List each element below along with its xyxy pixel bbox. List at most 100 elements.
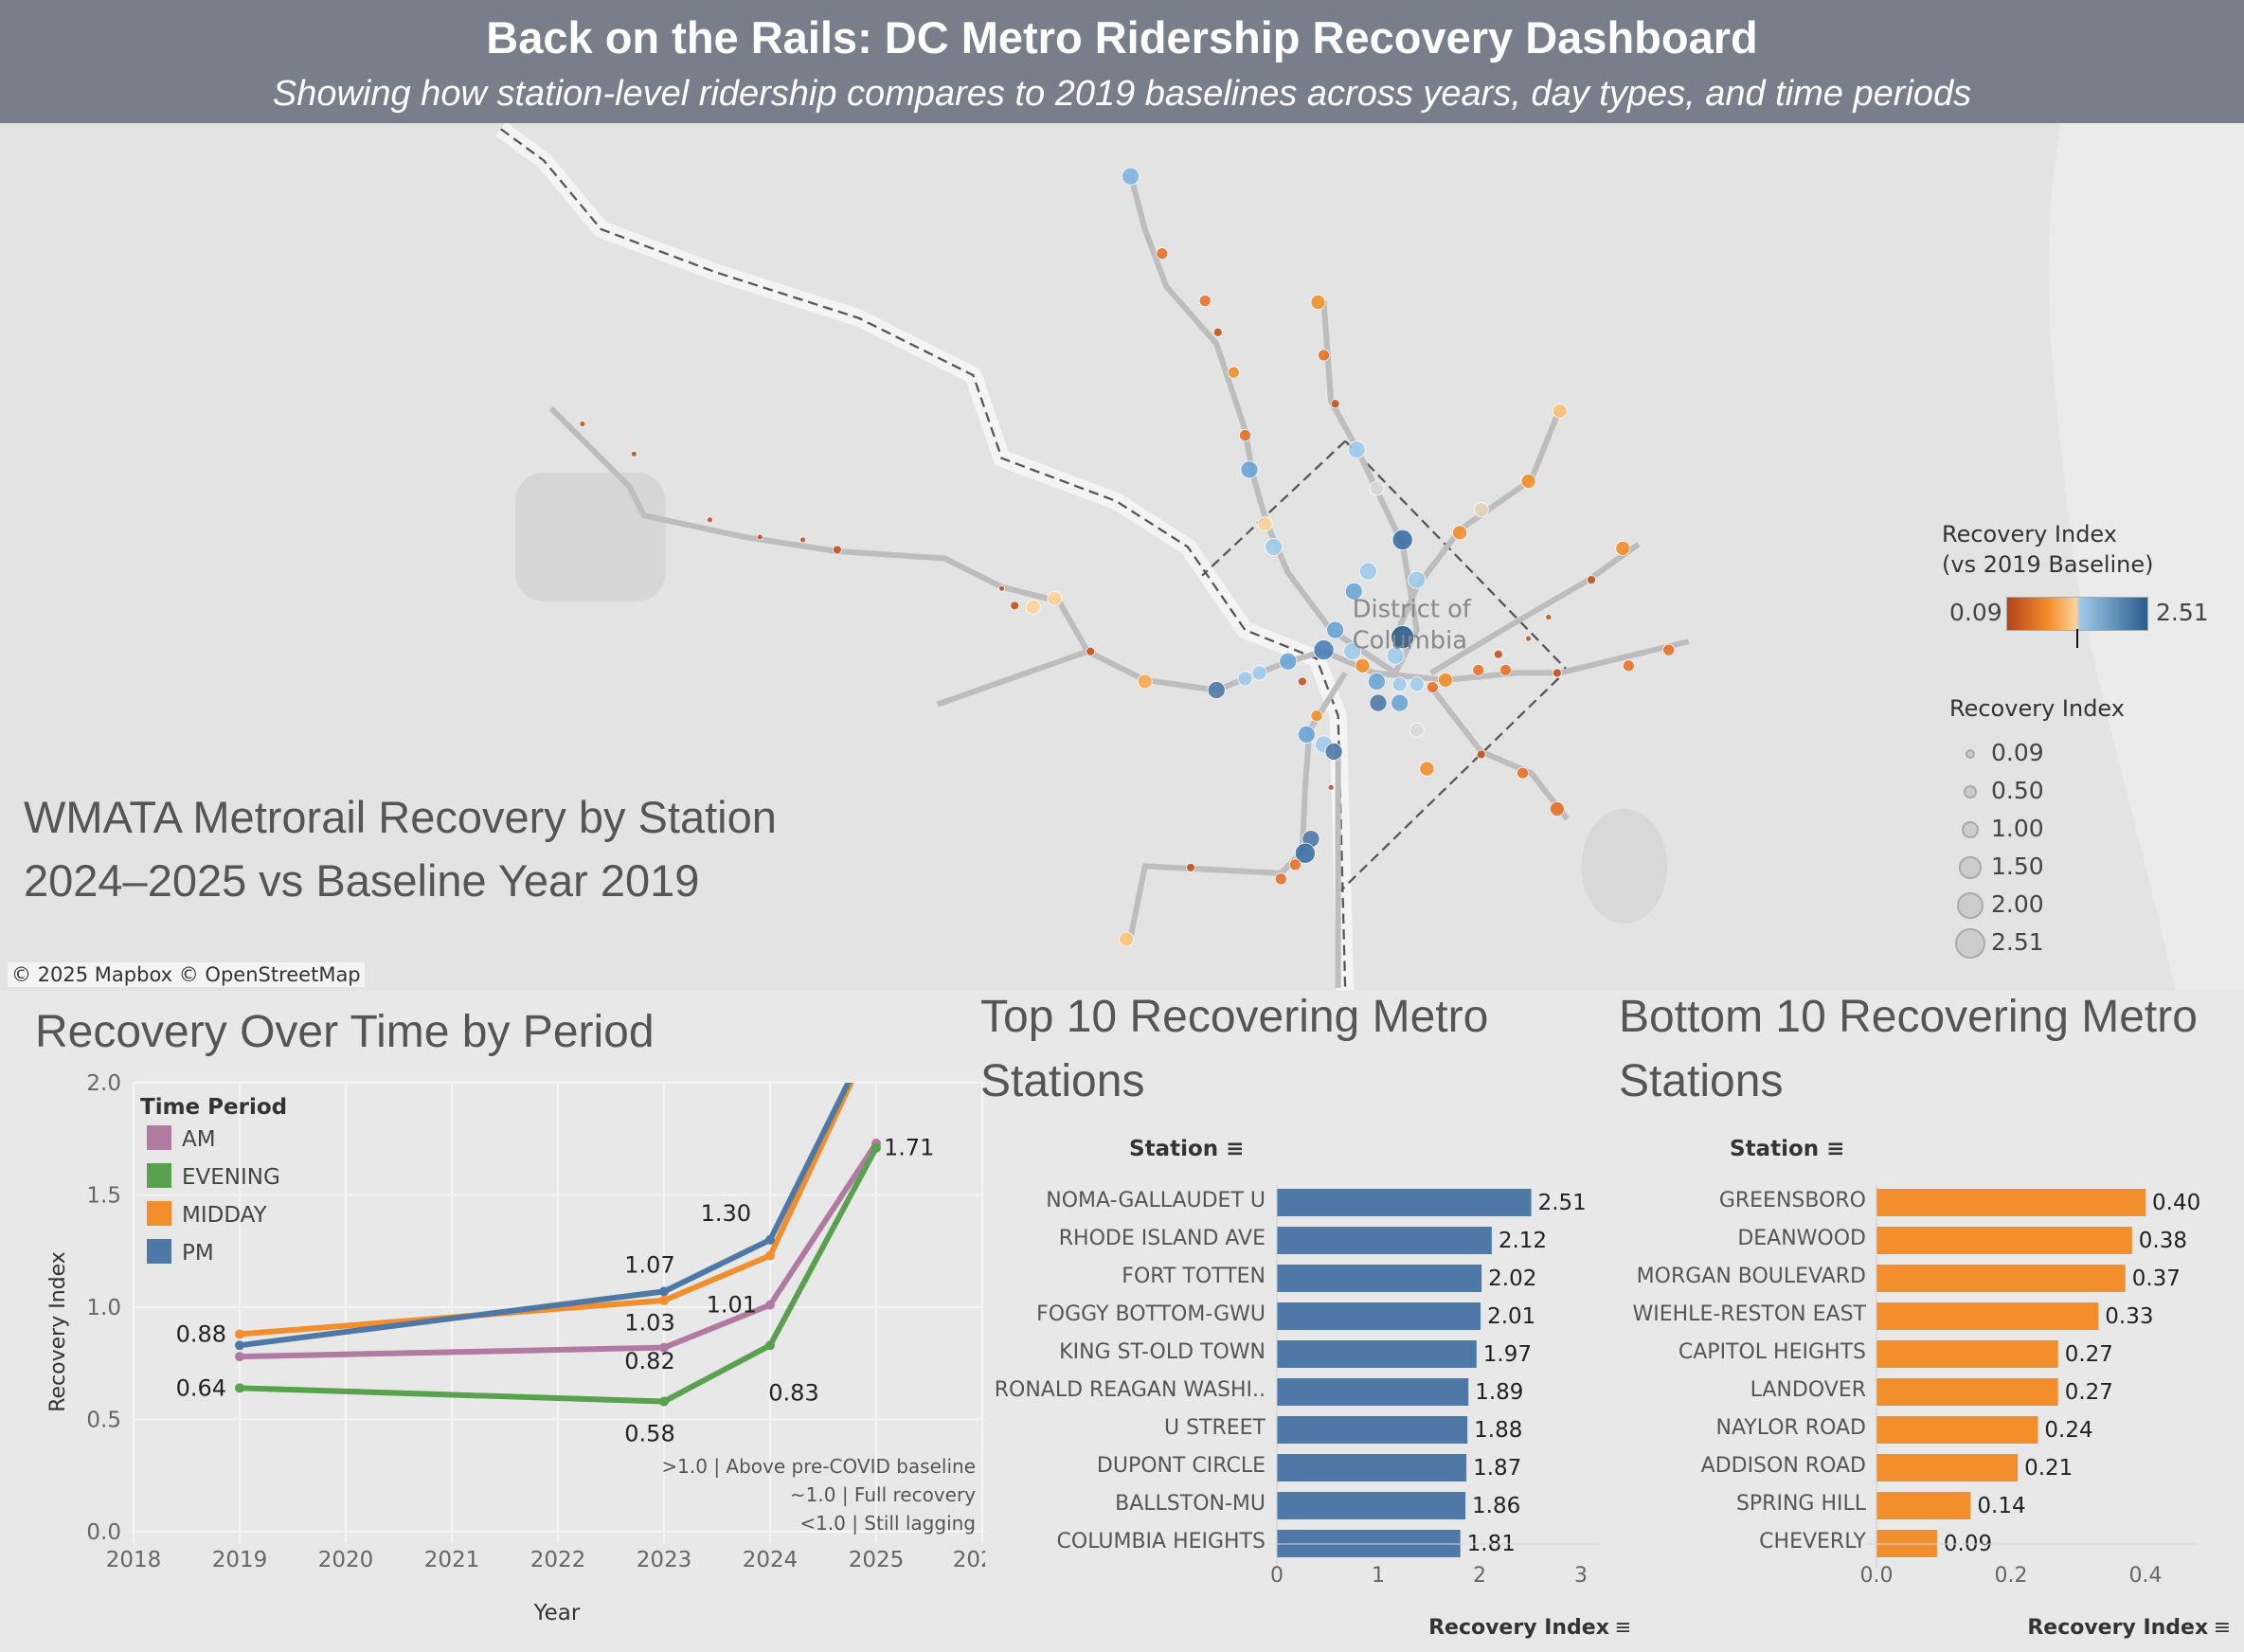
annotation-text: <1.0 | Still lagging: [799, 1512, 976, 1535]
size-legend-label: 1.00: [1991, 815, 2044, 842]
station-marker: [1086, 646, 1096, 656]
station-marker: [832, 545, 842, 555]
size-legend-circle: [1959, 856, 1982, 879]
x-tick-label: 3: [1574, 1564, 1588, 1588]
station-map[interactable]: District of Columbia WMATA Metrorail Reco…: [0, 123, 2244, 991]
bar-value-label: 0.24: [2044, 1418, 2092, 1443]
station-marker: [1391, 625, 1415, 650]
bar: [1876, 1378, 2058, 1406]
station-marker: [1240, 460, 1259, 479]
x-tick-label: 2: [1473, 1564, 1486, 1588]
bar: [1876, 1227, 2132, 1254]
data-label: 0.83: [768, 1379, 818, 1406]
station-marker: [1344, 582, 1363, 601]
data-point-evening: [765, 1340, 775, 1351]
station-marker: [799, 536, 806, 544]
station-marker: [1517, 766, 1529, 780]
station-marker: [1297, 676, 1307, 687]
station-label: U STREET: [1164, 1416, 1266, 1440]
sort-icon[interactable]: ≡: [1826, 1137, 1845, 1161]
bar-value-label: 0.40: [2152, 1191, 2200, 1215]
bottom10-station-header[interactable]: Station ≡: [1730, 1137, 1844, 1161]
bar: [1876, 1189, 2145, 1216]
top10-station-header[interactable]: Station ≡: [1129, 1137, 1244, 1161]
top10-station-header-label: Station: [1129, 1137, 1219, 1161]
station-marker: [1326, 620, 1345, 639]
map-canvas[interactable]: District of Columbia: [0, 123, 2244, 991]
station-label: FOGGY BOTTOM-GWU: [1036, 1302, 1266, 1326]
station-marker: [1662, 643, 1676, 656]
legend-swatch-pm: [147, 1239, 171, 1264]
station-marker: [1310, 709, 1323, 723]
station-marker: [1186, 862, 1195, 872]
station-marker: [706, 516, 713, 524]
station-marker: [1156, 247, 1169, 260]
data-label: 0.82: [624, 1348, 674, 1374]
bar-value-label: 0.33: [2105, 1304, 2153, 1329]
metro-line: [1127, 173, 1420, 676]
place-label: Columbia: [1353, 627, 1467, 655]
station-label: DEANWOOD: [1737, 1227, 1866, 1250]
bar: [1277, 1340, 1477, 1368]
station-marker: [1288, 858, 1302, 871]
data-label: 1.71: [884, 1135, 934, 1161]
color-legend-marker: [2076, 629, 2078, 648]
station-label: DUPONT CIRCLE: [1097, 1454, 1266, 1478]
station-marker: [1294, 842, 1316, 864]
x-tick-label: 0.0: [1860, 1564, 1894, 1588]
data-point-am: [765, 1300, 775, 1310]
station-marker: [1367, 673, 1386, 691]
station-label: ADDISON ROAD: [1701, 1454, 1866, 1478]
y-tick-label: 1.5: [86, 1184, 121, 1209]
bar: [1876, 1492, 1971, 1519]
line-chart[interactable]: 0.0 0.5 1.0 1.5 2.0 2018 2019 2020 2021 2022 2023 2…: [0, 991, 985, 1652]
data-label: 1.07: [624, 1251, 674, 1278]
station-marker: [1369, 693, 1388, 712]
station-marker: [1391, 676, 1408, 692]
data-point-am: [235, 1352, 244, 1362]
bar: [1277, 1378, 1469, 1406]
place-label: District of: [1353, 595, 1472, 623]
x-axis-title: Year: [533, 1601, 581, 1625]
annotation-text: ~1.0 | Full recovery: [790, 1483, 976, 1506]
annotation-text: >1.0 | Above pre-COVID baseline: [661, 1455, 976, 1478]
metro-line: [1428, 685, 1570, 821]
station-marker: [1438, 673, 1453, 688]
bottom10-bar-chart[interactable]: GREENSBORO 0.40 DEANWOOD 0.38 MORGAN BOULEVA…: [1619, 991, 2244, 1652]
bar: [1876, 1416, 2038, 1444]
station-marker: [1047, 590, 1063, 606]
y-tick-label: 2.0: [86, 1071, 121, 1096]
bar: [1277, 1265, 1482, 1292]
station-marker: [1343, 642, 1362, 661]
station-label: COLUMBIA HEIGHTS: [1057, 1530, 1266, 1553]
x-tick-label: 0: [1270, 1564, 1284, 1588]
station-marker: [1472, 663, 1485, 676]
top10-bar-chart[interactable]: NOMA-GALLAUDET U 2.51 RHODE ISLAND AVE 2.12…: [976, 991, 1629, 1652]
legend-swatch-am: [147, 1125, 171, 1150]
map-title-line1: WMATA Metrorail Recovery by Station: [24, 792, 777, 842]
station-marker: [1025, 599, 1041, 615]
bar-value-label: 2.51: [1538, 1191, 1587, 1215]
data-label: 1.30: [701, 1200, 751, 1227]
station-marker: [1587, 575, 1596, 585]
sort-icon[interactable]: ≡: [1226, 1137, 1245, 1161]
x-tick-label: 2022: [530, 1548, 586, 1572]
data-label: 1.01: [707, 1292, 757, 1319]
bar: [1876, 1340, 2058, 1368]
map-background: [0, 123, 2244, 991]
station-label: KING ST-OLD TOWN: [1059, 1340, 1266, 1364]
bar: [1876, 1265, 2126, 1292]
station-marker: [1137, 673, 1153, 690]
bar: [1876, 1302, 2099, 1330]
series-line-am: [239, 1141, 879, 1360]
color-legend-min: 0.09: [1949, 599, 2002, 626]
data-point-midday: [659, 1295, 669, 1305]
size-legend-circle: [1966, 749, 1975, 759]
bar-value-label: 2.02: [1488, 1266, 1536, 1291]
station-marker: [1408, 570, 1427, 589]
map-attribution[interactable]: © 2025 Mapbox © OpenStreetMap: [8, 962, 365, 987]
station-label: BALLSTON-MU: [1115, 1492, 1266, 1516]
size-legend-label: 2.00: [1991, 890, 2044, 918]
x-tick-label: 1: [1372, 1564, 1385, 1588]
x-tick-label: 2018: [106, 1548, 162, 1572]
